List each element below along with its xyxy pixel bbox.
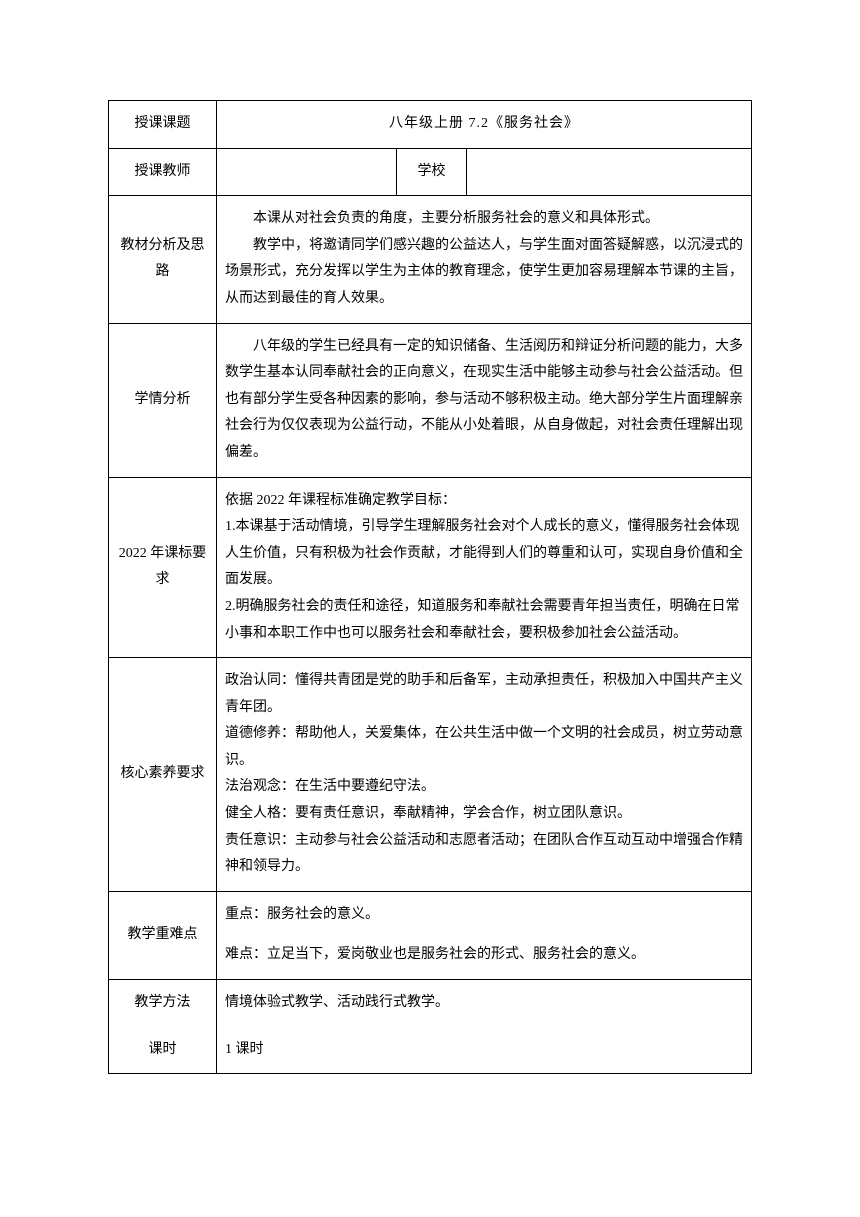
label-core: 核心素养要求 [109,658,217,892]
value-material: 本课从对社会负责的角度，主要分析服务社会的意义和具体形式。 教学中，将邀请同学们… [217,196,752,323]
value-school [467,148,752,196]
value-teacher [217,148,397,196]
label-topic: 授课课题 [109,101,217,149]
keypoint-line1: 重点：服务社会的意义。 [225,902,743,929]
row-material: 教材分析及思路 本课从对社会负责的角度，主要分析服务社会的意义和具体形式。 教学… [109,196,752,323]
row-topic: 授课课题 八年级上册 7.2《服务社会》 [109,101,752,149]
keypoint-spacer [225,928,743,942]
label-school: 学校 [397,148,467,196]
material-p2: 教学中，将邀请同学们感兴趣的公益达人，与学生面对面答疑解惑，以沉浸式的场景形式，… [225,233,743,313]
keypoint-line2: 难点：立足当下，爱岗敬业也是服务社会的形式、服务社会的意义。 [225,942,743,969]
value-student: 八年级的学生已经具有一定的知识储备、生活阅历和辩证分析问题的能力，大多数学生基本… [217,323,752,477]
standard-intro: 依据 2022 年课程标准确定教学目标： [225,488,743,515]
value-standard: 依据 2022 年课程标准确定教学目标： 1.本课基于活动情境，引导学生理解服务… [217,477,752,658]
core-line3: 法治观念：在生活中要遵纪守法。 [225,774,743,801]
value-topic: 八年级上册 7.2《服务社会》 [217,101,752,149]
label-material: 教材分析及思路 [109,196,217,323]
value-keypoint: 重点：服务社会的意义。 难点：立足当下，爱岗敬业也是服务社会的形式、服务社会的意… [217,891,752,979]
lesson-plan-table: 授课课题 八年级上册 7.2《服务社会》 授课教师 学校 教材分析及思路 本课从… [108,100,752,1074]
row-keypoint: 教学重难点 重点：服务社会的意义。 难点：立足当下，爱岗敬业也是服务社会的形式、… [109,891,752,979]
row-teacher: 授课教师 学校 [109,148,752,196]
core-line2: 道德修养：帮助他人，关爱集体，在公共生活中做一个文明的社会成员，树立劳动意识。 [225,721,743,774]
label-standard: 2022 年课标要求 [109,477,217,658]
core-line4: 健全人格：要有责任意识，奉献精神，学会合作，树立团队意识。 [225,801,743,828]
label-teacher: 授课教师 [109,148,217,196]
student-p1: 八年级的学生已经具有一定的知识储备、生活阅历和辩证分析问题的能力，大多数学生基本… [225,334,743,467]
label-method: 教学方法 [109,980,217,1027]
value-period: 1 课时 [217,1027,752,1074]
standard-item2: 2.明确服务社会的责任和途径，知道服务和奉献社会需要青年担当责任，明确在日常小事… [225,594,743,647]
standard-item1: 1.本课基于活动情境，引导学生理解服务社会对个人成长的意义，懂得服务社会体现人生… [225,514,743,594]
core-line5: 责任意识：主动参与社会公益活动和志愿者活动；在团队合作互动互动中增强合作精神和领… [225,828,743,881]
label-keypoint: 教学重难点 [109,891,217,979]
label-student: 学情分析 [109,323,217,477]
row-student: 学情分析 八年级的学生已经具有一定的知识储备、生活阅历和辩证分析问题的能力，大多… [109,323,752,477]
label-period: 课时 [109,1027,217,1074]
value-method: 情境体验式教学、活动践行式教学。 [217,980,752,1027]
core-line1: 政治认同：懂得共青团是党的助手和后备军，主动承担责任，积极加入中国共产主义青年团… [225,668,743,721]
row-standard: 2022 年课标要求 依据 2022 年课程标准确定教学目标： 1.本课基于活动… [109,477,752,658]
value-core: 政治认同：懂得共青团是党的助手和后备军，主动承担责任，积极加入中国共产主义青年团… [217,658,752,892]
material-p1: 本课从对社会负责的角度，主要分析服务社会的意义和具体形式。 [225,206,743,233]
row-core: 核心素养要求 政治认同：懂得共青团是党的助手和后备军，主动承担责任，积极加入中国… [109,658,752,892]
row-period: 课时 1 课时 [109,1027,752,1074]
row-method-period: 教学方法 情境体验式教学、活动践行式教学。 [109,980,752,1027]
